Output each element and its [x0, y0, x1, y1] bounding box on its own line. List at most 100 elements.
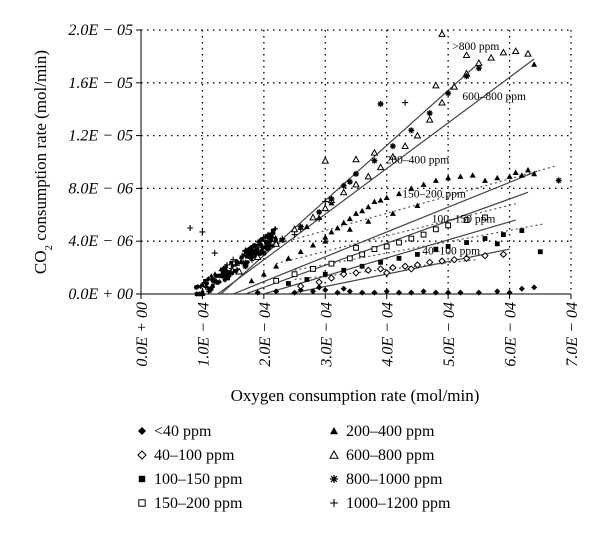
data-point — [420, 288, 427, 295]
data-point — [352, 180, 360, 188]
cluster-point — [273, 234, 279, 240]
data-point — [482, 177, 488, 183]
cluster-point — [261, 234, 267, 239]
cluster-point — [252, 242, 257, 248]
data-point — [297, 226, 304, 233]
data-point — [352, 269, 360, 277]
legend-item: 1000–1200 ppm — [330, 495, 451, 512]
y-tick-label: 0.0E + 00 — [68, 286, 133, 303]
data-point — [438, 29, 446, 37]
cluster-point — [203, 279, 208, 283]
cluster-point — [254, 249, 260, 255]
cluster-point — [270, 235, 275, 240]
data-point — [371, 198, 378, 204]
cluster-point — [251, 250, 257, 256]
data-point — [450, 255, 458, 264]
data-point — [242, 247, 249, 254]
data-point — [260, 271, 267, 277]
data-point — [328, 195, 335, 202]
cluster-point — [269, 236, 274, 241]
cluster-point — [217, 278, 222, 284]
data-point — [297, 287, 304, 294]
data-point — [396, 289, 402, 296]
data-point — [475, 65, 482, 72]
data-point — [211, 250, 218, 257]
data-point — [519, 228, 525, 234]
data-point — [254, 289, 261, 296]
data-point — [494, 174, 501, 181]
data-point — [445, 90, 452, 97]
data-point — [408, 127, 415, 134]
data-point — [309, 213, 317, 221]
legend-item: 200–400 ppm — [330, 423, 435, 440]
data-point — [464, 240, 469, 245]
data-point — [371, 289, 378, 296]
x-tick-label: 0.0E + 00 — [134, 302, 151, 367]
legend-item: 600–800 ppm — [329, 447, 435, 464]
data-point — [475, 289, 482, 296]
data-point — [445, 174, 452, 181]
data-point — [291, 289, 298, 296]
data-point — [340, 182, 347, 189]
data-point — [291, 271, 298, 278]
legend-marker — [138, 475, 146, 483]
legend-label: 100–150 ppm — [154, 471, 243, 488]
data-point — [340, 285, 347, 292]
cluster-point — [220, 268, 226, 274]
legend-marker — [330, 475, 338, 483]
data-point — [425, 115, 434, 123]
data-point — [432, 81, 440, 89]
line-label: 150–200 ppm — [402, 189, 466, 201]
data-point — [426, 110, 433, 117]
data-point — [501, 232, 506, 237]
line-label: 40–100 ppm — [422, 245, 480, 257]
x-tick-label: 1.0E − 04 — [195, 302, 212, 367]
data-point — [414, 202, 421, 208]
cluster-point — [263, 244, 269, 250]
data-point — [316, 215, 323, 222]
cluster-point — [204, 280, 210, 286]
data-point — [438, 257, 446, 265]
cluster-point — [207, 287, 213, 293]
cluster-point — [221, 272, 227, 278]
data-point — [376, 163, 385, 171]
data-point — [334, 225, 341, 231]
y-tick-label: 2.0E − 05 — [68, 22, 133, 39]
line-annotations: >800 ppm 600–800 ppm 200–400 ppm 150–200 pp… — [386, 41, 526, 258]
data-point — [353, 170, 359, 177]
cluster-point — [257, 251, 263, 257]
data-point — [389, 210, 396, 216]
trend-line — [232, 170, 538, 294]
y-tick-label: 8.0E − 06 — [68, 180, 133, 197]
cluster-point — [222, 277, 228, 283]
data-point — [371, 157, 378, 164]
data-point — [273, 288, 280, 295]
data-point — [457, 173, 464, 179]
data-point — [463, 217, 470, 223]
data-points — [187, 29, 562, 297]
legend-marker — [329, 449, 339, 459]
data-point — [346, 215, 353, 222]
legend-item: 800–1000 ppm — [330, 471, 443, 488]
legend-item: 150–200 ppm — [138, 495, 243, 512]
data-point — [426, 258, 434, 267]
data-point — [334, 289, 341, 296]
trend-line — [288, 248, 510, 294]
data-point — [285, 255, 292, 261]
data-point — [383, 288, 390, 295]
cluster-point — [270, 230, 276, 236]
data-point — [322, 271, 328, 277]
data-point — [475, 58, 483, 66]
data-point — [316, 209, 323, 216]
data-point — [364, 266, 372, 274]
data-point — [396, 190, 402, 197]
x-tick-label: 6.0E − 04 — [503, 302, 520, 367]
data-point — [353, 210, 359, 216]
cluster-point — [263, 246, 269, 252]
x-tick-label: 5.0E − 04 — [441, 302, 458, 367]
data-point — [524, 49, 532, 57]
legend-label: 1000–1200 ppm — [346, 495, 451, 512]
data-point — [462, 51, 471, 58]
cluster-point — [227, 270, 232, 275]
